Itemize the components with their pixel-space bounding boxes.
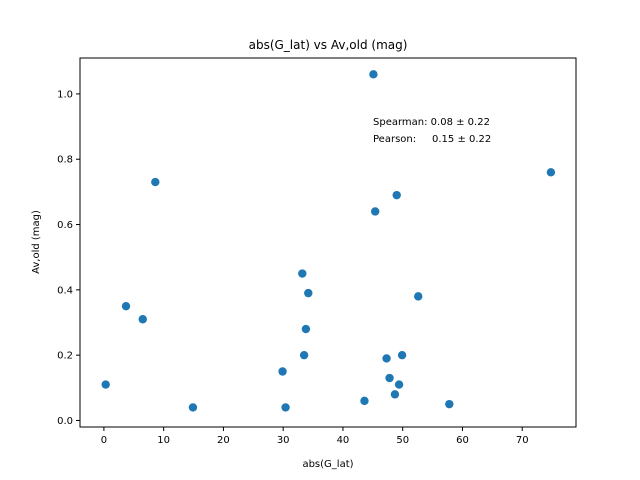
y-axis: 0.0 0.2 0.4 0.6 0.8 1.0 — [57, 89, 80, 427]
x-tick-label: 50 — [396, 435, 409, 446]
data-point — [301, 324, 311, 334]
data-point — [281, 403, 290, 412]
axes-frame — [79, 57, 577, 428]
plot-area — [101, 70, 556, 412]
data-point — [278, 367, 287, 376]
y-tick-label: 0.6 — [57, 220, 73, 231]
x-tick-label: 0 — [101, 435, 107, 446]
spearman-annotation: Spearman: 0.08 ± 0.22 — [373, 117, 490, 128]
data-point — [394, 380, 404, 389]
data-point — [382, 354, 391, 363]
data-point — [101, 380, 110, 389]
y-tick-label: 0.0 — [57, 416, 73, 427]
data-point — [371, 207, 380, 216]
x-tick-label: 20 — [217, 435, 230, 446]
data-point — [360, 396, 369, 406]
data-point — [392, 190, 401, 200]
pearson-annotation: Pearson: 0.15 ± 0.22 — [373, 134, 491, 145]
data-point — [397, 350, 407, 360]
x-axis: 0 10 20 30 40 50 60 70 — [101, 427, 529, 446]
data-point — [151, 177, 160, 187]
y-tick-label: 0.8 — [57, 155, 73, 166]
data-point — [414, 292, 423, 301]
data-point — [298, 269, 307, 278]
data-point — [299, 350, 309, 360]
data-point — [445, 399, 454, 409]
chart-title: abs(G_lat) vs Av,old (mag) — [249, 38, 408, 52]
data-point — [138, 315, 147, 324]
y-axis-label: Av,old (mag) — [31, 210, 42, 274]
y-tick-label: 1.0 — [57, 89, 73, 100]
data-point — [121, 301, 131, 311]
x-tick-label: 70 — [516, 435, 529, 446]
data-point — [369, 70, 378, 79]
data-point — [546, 168, 556, 177]
x-tick-label: 30 — [277, 435, 290, 446]
y-tick-label: 0.4 — [57, 285, 73, 296]
data-point — [188, 403, 198, 412]
data-point — [385, 373, 394, 383]
x-tick-label: 60 — [456, 435, 469, 446]
x-tick-label: 10 — [157, 435, 170, 446]
data-point — [390, 390, 400, 399]
y-tick-label: 0.2 — [57, 351, 73, 362]
x-axis-label: abs(G_lat) — [302, 459, 353, 470]
x-tick-label: 40 — [337, 435, 350, 446]
data-point — [304, 288, 313, 298]
